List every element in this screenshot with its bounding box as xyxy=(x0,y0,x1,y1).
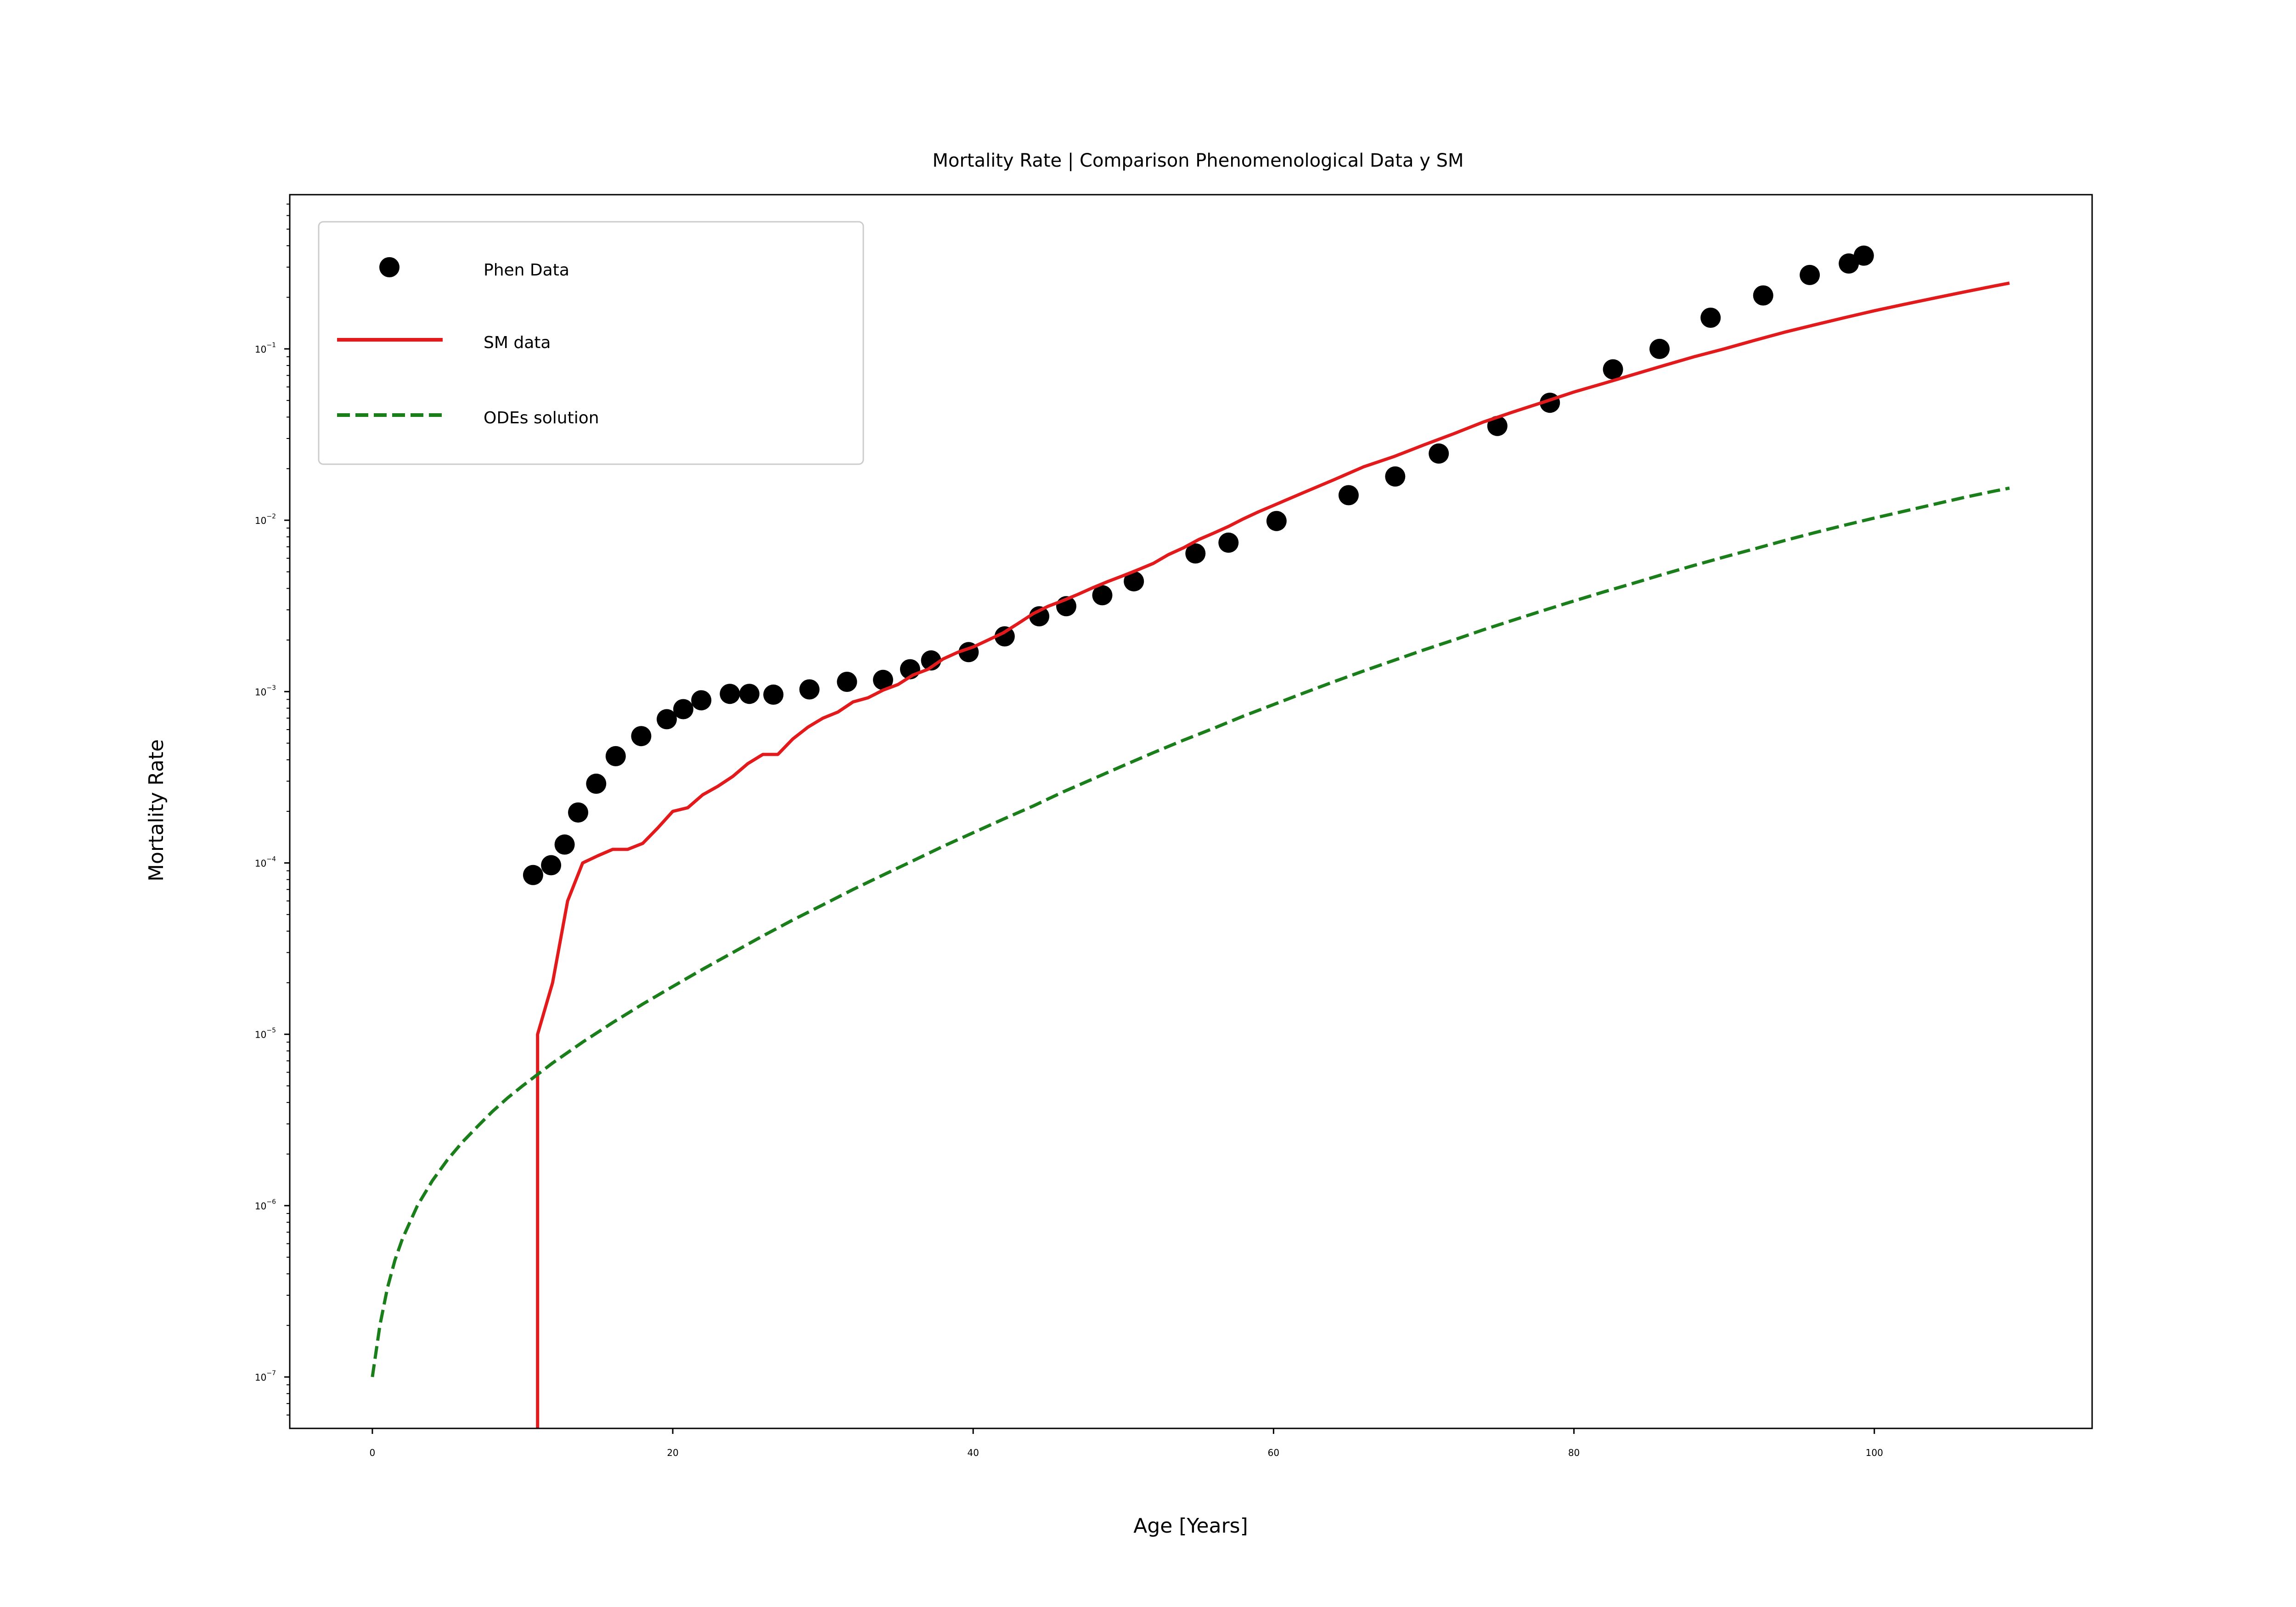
x-axis: 0 20 40 60 80 100 xyxy=(370,1428,1883,1458)
series-line-sm-data xyxy=(536,281,2010,1428)
y-tick-label: 10−2 xyxy=(255,513,276,526)
series-line-odes-solution xyxy=(371,486,2010,1377)
x-tick-label: 60 xyxy=(1268,1447,1279,1458)
data-point xyxy=(523,865,543,885)
x-axis-label: Age [Years] xyxy=(1133,1514,1248,1538)
data-point xyxy=(739,684,760,704)
data-point xyxy=(1385,466,1406,487)
y-axis: 10−1 10−2 10−3 10−4 10−5 10−6 10−7 xyxy=(255,203,290,1416)
data-point xyxy=(873,669,893,690)
x-tick-label: 40 xyxy=(968,1447,979,1458)
x-tick-label: 20 xyxy=(667,1447,678,1458)
data-point xyxy=(763,684,784,705)
y-tick-label: 10−7 xyxy=(255,1370,276,1383)
y-tick-label: 10−4 xyxy=(255,855,276,869)
data-point xyxy=(1429,443,1449,464)
x-tick-label: 0 xyxy=(370,1447,376,1458)
data-point xyxy=(657,709,677,730)
data-point xyxy=(1185,543,1206,564)
legend-marker-phen-data xyxy=(379,257,400,277)
data-point xyxy=(1218,532,1239,553)
data-point xyxy=(605,746,626,766)
data-point xyxy=(1266,511,1287,531)
data-point xyxy=(586,773,607,794)
plot-area xyxy=(371,245,2010,1428)
data-point xyxy=(1487,416,1508,436)
data-point xyxy=(691,690,712,711)
y-tick-label: 10−6 xyxy=(255,1198,276,1212)
data-point xyxy=(720,684,740,704)
y-tick-label: 10−5 xyxy=(255,1027,276,1040)
legend-box xyxy=(318,221,864,465)
x-tick-label: 80 xyxy=(1568,1447,1580,1458)
y-axis-label: Mortality Rate xyxy=(145,739,168,882)
legend-label-odes-solution: ODEs solution xyxy=(484,409,599,427)
data-point xyxy=(837,672,857,692)
data-point xyxy=(554,834,575,855)
data-point xyxy=(1603,359,1623,380)
data-point xyxy=(1853,245,1874,266)
data-point xyxy=(799,679,820,700)
y-tick-label: 10−3 xyxy=(255,684,276,697)
data-point xyxy=(673,699,693,719)
data-point xyxy=(1029,606,1050,627)
data-point xyxy=(1753,285,1773,306)
series-phen-data xyxy=(523,245,1874,885)
data-point xyxy=(1839,253,1859,274)
data-point xyxy=(1800,264,1820,285)
data-point xyxy=(1338,485,1359,506)
data-point xyxy=(1092,585,1113,606)
data-point xyxy=(1700,308,1721,328)
legend: Phen Data SM data ODEs solution xyxy=(318,221,864,465)
data-point xyxy=(1124,571,1144,592)
data-point xyxy=(631,726,652,747)
legend-label-phen-data: Phen Data xyxy=(484,261,569,280)
data-point xyxy=(1649,338,1670,359)
y-tick-label: 10−1 xyxy=(255,342,276,355)
data-point xyxy=(994,626,1015,646)
data-point xyxy=(541,855,562,876)
legend-label-sm-data: SM data xyxy=(484,333,551,352)
x-tick-label: 100 xyxy=(1866,1447,1883,1458)
chart-title: Mortality Rate | Comparison Phenomenolog… xyxy=(933,150,1464,171)
data-point xyxy=(568,802,588,823)
